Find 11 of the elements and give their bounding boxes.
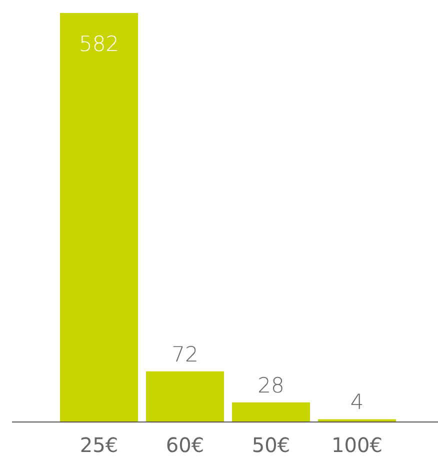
x-tick-label: 50€ (252, 433, 290, 457)
data-label: 4 (350, 390, 364, 414)
data-label: 72 (172, 342, 198, 366)
x-tick-label: 100€ (332, 433, 382, 457)
data-label: 582 (78, 32, 120, 56)
bar (60, 13, 138, 422)
bar (232, 402, 310, 422)
x-tick-label: 25€ (80, 433, 118, 457)
bar (146, 371, 224, 422)
x-tick-label: 60€ (166, 433, 204, 457)
data-label: 28 (258, 373, 284, 398)
